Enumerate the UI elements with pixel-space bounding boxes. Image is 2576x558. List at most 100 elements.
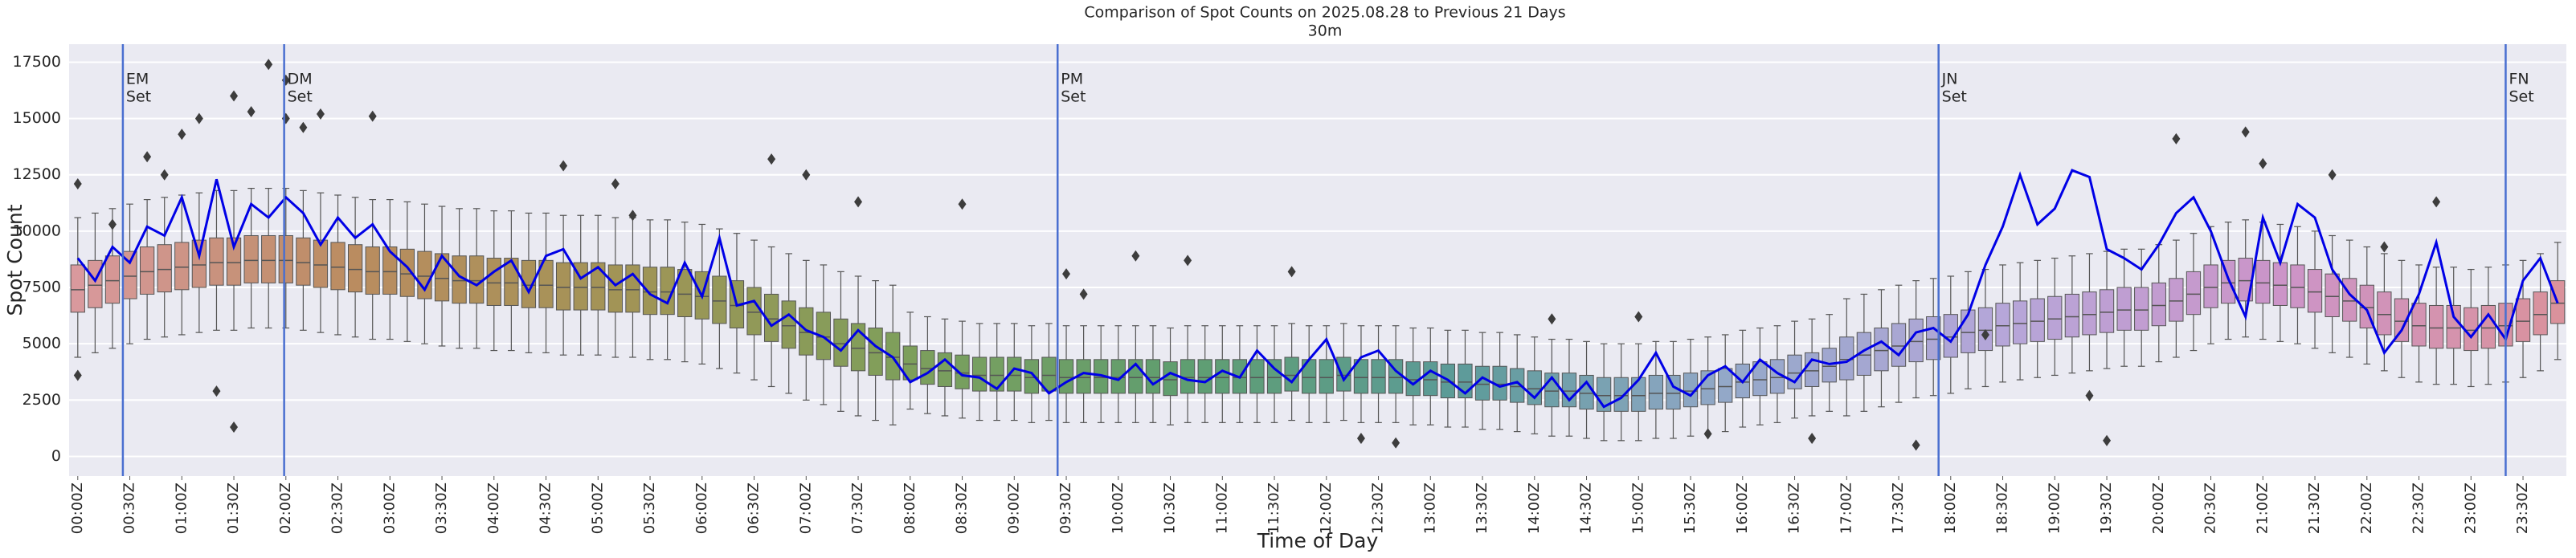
box: [1977, 307, 1993, 352]
x-tick-label: 14:30Z: [1578, 483, 1595, 534]
x-tick-label: 21:00Z: [2254, 483, 2271, 534]
x-tick-label: 14:00Z: [1526, 483, 1543, 534]
box: [2064, 293, 2080, 338]
box: [937, 352, 953, 387]
box: [1874, 328, 1889, 372]
x-tick-label: 19:00Z: [2046, 483, 2063, 534]
x-tick-label: 00:30Z: [121, 483, 138, 534]
y-tick-label: 15000: [13, 109, 61, 127]
box: [2533, 291, 2548, 336]
set-label: Set: [126, 88, 151, 106]
x-tick-label: 02:30Z: [329, 483, 346, 534]
box: [1631, 377, 1646, 412]
box: [1423, 361, 1438, 397]
box: [1891, 323, 1907, 367]
box: [88, 259, 103, 308]
outlier: [1079, 288, 1088, 300]
box: [1041, 356, 1057, 392]
box: [2012, 300, 2028, 344]
box: [1926, 316, 1941, 360]
box: [1163, 361, 1178, 397]
box: [417, 250, 432, 299]
box: [677, 269, 693, 317]
outlier: [2172, 132, 2181, 145]
x-tick-label: 01:00Z: [173, 483, 190, 534]
x-tick-label: 04:00Z: [485, 483, 502, 534]
box: [1995, 303, 2010, 347]
x-tick-label: 15:30Z: [1682, 483, 1699, 534]
box: [1336, 356, 1351, 392]
y-tick-label: 0: [51, 447, 61, 465]
x-tick-label: 17:30Z: [1890, 483, 1907, 534]
box: [868, 328, 883, 376]
x-axis-label: Time of Day: [1257, 529, 1379, 552]
y-axis-label: Spot Count: [3, 204, 27, 316]
box: [1353, 359, 1369, 394]
x-tick-label: 18:30Z: [1994, 483, 2011, 534]
box: [521, 259, 537, 308]
box: [591, 262, 606, 311]
x-tick-label: 07:00Z: [797, 483, 814, 534]
box: [2515, 298, 2531, 342]
box: [139, 246, 155, 295]
x-tick-label: 09:30Z: [1057, 483, 1074, 534]
box: [313, 239, 329, 288]
outlier: [212, 385, 221, 397]
box: [920, 350, 935, 385]
outlier: [802, 169, 811, 181]
x-tick-label: 13:00Z: [1421, 483, 1438, 534]
x-tick-label: 16:30Z: [1786, 483, 1803, 534]
box: [243, 234, 259, 283]
box: [330, 242, 346, 291]
set-label: JN: [1941, 71, 1958, 88]
box: [2186, 271, 2202, 316]
x-tick-label: 07:30Z: [849, 483, 866, 534]
box: [607, 264, 624, 313]
box: [2325, 273, 2340, 317]
box: [365, 246, 380, 295]
x-tick-label: 10:00Z: [1110, 483, 1126, 534]
box: [434, 253, 450, 302]
outlier: [854, 196, 863, 208]
y-tick-label: 12500: [13, 165, 61, 183]
box: [2203, 264, 2218, 308]
outlier: [1062, 268, 1071, 280]
outlier: [1912, 439, 1920, 451]
x-tick-label: 01:30Z: [225, 483, 242, 534]
comparison-line: [76, 169, 2559, 409]
box: [2151, 282, 2166, 327]
box: [1787, 354, 1802, 389]
box: [555, 262, 571, 311]
outlier: [2432, 196, 2441, 208]
x-tick-label: 16:00Z: [1734, 483, 1751, 534]
x-tick-label: 00:00Z: [69, 483, 86, 534]
y-tick-label: 10000: [13, 222, 61, 239]
x-tick-label: 11:30Z: [1266, 483, 1282, 534]
outlier: [316, 108, 325, 120]
box: [296, 237, 311, 286]
outlier: [247, 106, 256, 118]
x-tick-label: 13:30Z: [1474, 483, 1490, 534]
box: [1110, 359, 1126, 394]
box: [1405, 361, 1421, 397]
set-label: Set: [1942, 88, 1967, 106]
box: [2116, 287, 2132, 331]
outlier: [1131, 250, 1140, 262]
set-label: DM: [288, 71, 313, 88]
box: [70, 264, 85, 313]
box: [2411, 303, 2427, 347]
outlier: [767, 153, 776, 165]
outlier: [2103, 434, 2112, 446]
box: [2134, 287, 2149, 331]
box: [955, 354, 970, 389]
box: [278, 234, 293, 283]
outlier: [143, 151, 152, 163]
box: [399, 248, 415, 297]
x-tick-label: 11:00Z: [1213, 483, 1230, 534]
outlier: [2085, 389, 2094, 401]
box: [2272, 262, 2288, 306]
x-tick-label: 20:00Z: [2150, 483, 2167, 534]
x-tick-label: 20:30Z: [2202, 483, 2219, 534]
outlier: [2241, 126, 2250, 138]
